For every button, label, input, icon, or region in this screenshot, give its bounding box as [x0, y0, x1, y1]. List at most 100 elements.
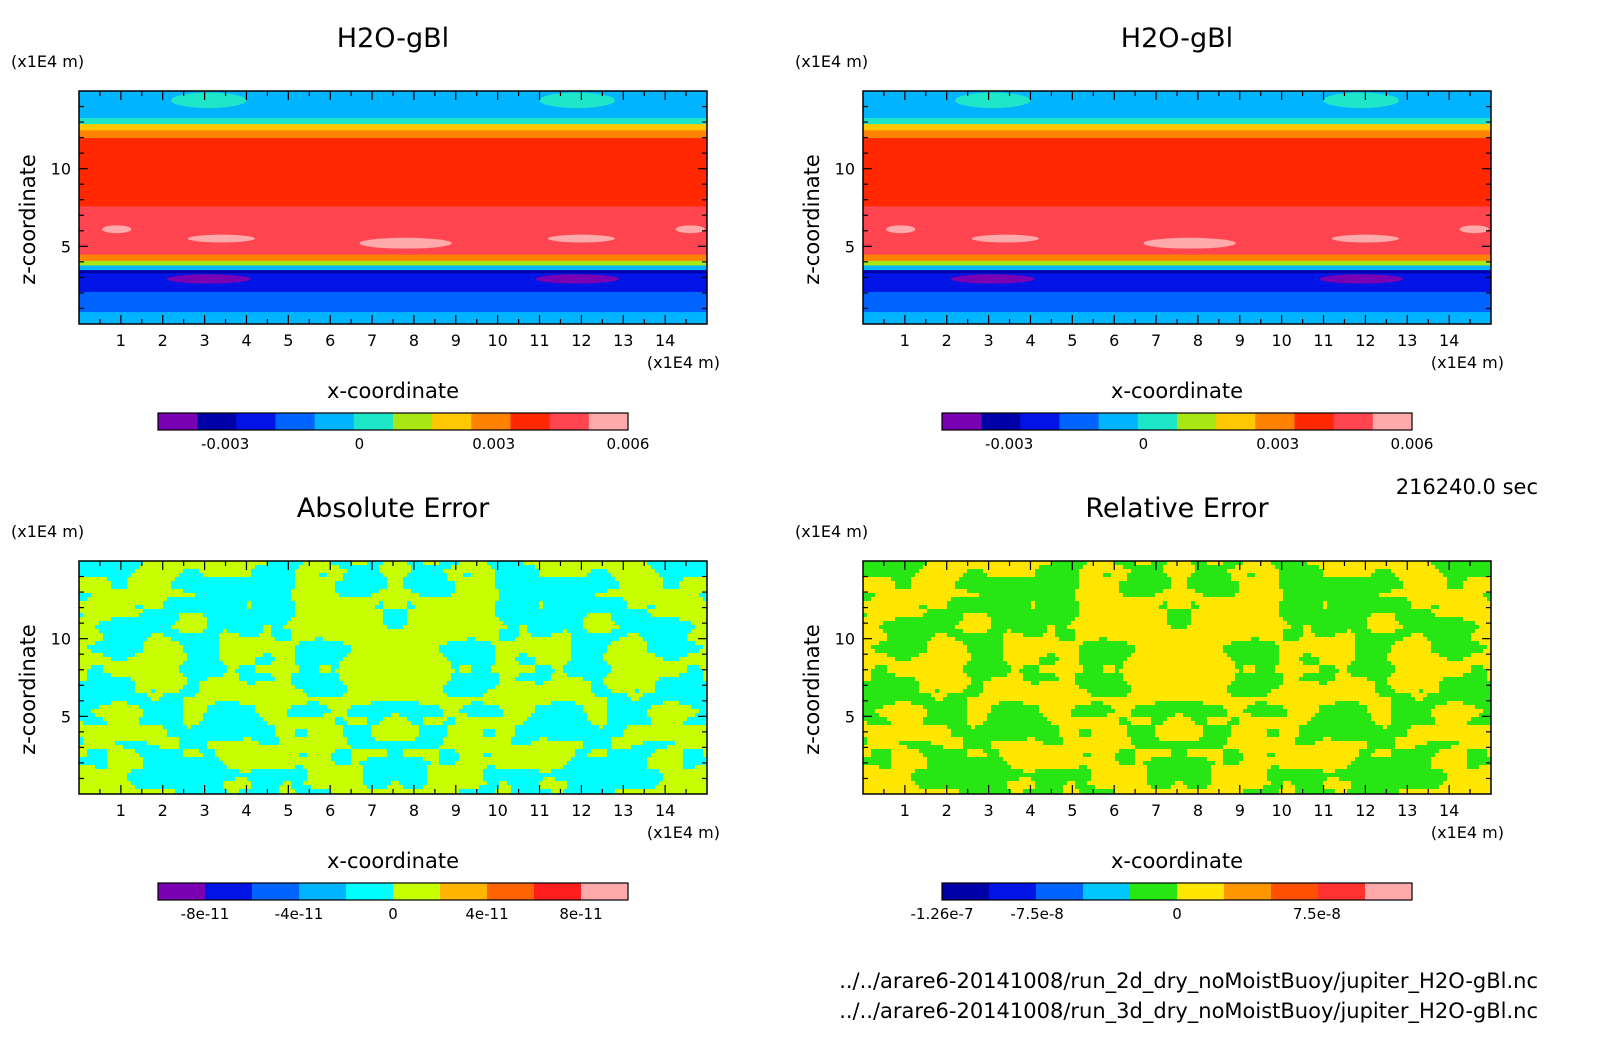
contour-blob	[971, 234, 1039, 243]
colorbar-frame	[941, 882, 1413, 901]
contour-band	[863, 123, 1491, 131]
x-tick-label: 10	[1271, 801, 1291, 820]
colorbar-frame	[941, 412, 1413, 431]
x-tick-label: 8	[1193, 331, 1203, 350]
x-tick-label: 14	[1439, 331, 1459, 350]
x-tick-label: 2	[158, 331, 168, 350]
colorbar-frame	[157, 412, 629, 431]
colorbar-swatch	[393, 883, 441, 900]
colorbar-swatch	[1271, 883, 1319, 900]
contour-band	[863, 137, 1491, 207]
x-axis-label: x-coordinate	[327, 379, 459, 403]
contour-band	[79, 137, 707, 207]
colorbar-swatch	[353, 413, 394, 430]
colorbar-swatch	[1333, 413, 1374, 430]
contour-band	[79, 123, 707, 131]
contour-blob	[166, 274, 251, 284]
x-tick-label: 5	[283, 801, 293, 820]
colorbar-tick-label: 0.003	[472, 435, 515, 453]
contour-blob	[1459, 225, 1489, 234]
x-tick-label: 3	[200, 801, 210, 820]
contour-blob	[535, 274, 620, 284]
x-tick-label: 9	[451, 331, 461, 350]
x-tick-label: 14	[655, 331, 675, 350]
x-tick-label: 5	[1067, 801, 1077, 820]
x-tick-label: 7	[1151, 331, 1161, 350]
colorbar-swatch	[487, 883, 535, 900]
x-tick-label: 1	[900, 801, 910, 820]
contour-blob	[1143, 237, 1236, 249]
x-unit-label: (x1E4 m)	[647, 353, 720, 372]
colorbar-swatch	[534, 883, 582, 900]
y-tick-label: 10	[835, 630, 855, 649]
x-tick-label: 2	[942, 801, 952, 820]
chart-title: H2O-gBl	[337, 23, 449, 54]
contour-band	[863, 129, 1491, 139]
colorbar-swatch	[1255, 413, 1295, 430]
contour-field	[863, 561, 1491, 794]
colorbar-swatch	[275, 413, 316, 430]
x-unit-label: (x1E4 m)	[1431, 823, 1504, 842]
colorbar-swatch	[981, 413, 1021, 430]
x-tick-label: 6	[325, 331, 335, 350]
contour-band	[79, 269, 707, 274]
colorbar-tick-label: -1.26e-7	[911, 905, 974, 923]
y-tick-label: 10	[835, 160, 855, 179]
y-tick-label: 5	[61, 237, 71, 256]
x-axis-label: x-coordinate	[327, 849, 459, 873]
x-tick-label: 10	[1271, 331, 1291, 350]
colorbar-tick-label: -7.5e-8	[1010, 905, 1063, 923]
y-unit-label: (x1E4 m)	[795, 522, 868, 541]
colorbar-tick-label: -8e-11	[181, 905, 230, 923]
colorbar-tick-label: -0.003	[985, 435, 1033, 453]
contour-blob	[102, 225, 132, 234]
contour-band	[863, 269, 1491, 274]
colorbar-swatch	[942, 883, 990, 900]
y-unit-label: (x1E4 m)	[795, 52, 868, 71]
colorbar-swatch	[471, 413, 511, 430]
x-tick-label: 7	[367, 801, 377, 820]
contour-band	[79, 117, 707, 125]
x-tick-label: 12	[571, 331, 591, 350]
colorbar-swatch	[158, 413, 198, 430]
x-tick-label: 5	[283, 331, 293, 350]
x-tick-label: 4	[241, 801, 251, 820]
contour-blob	[1331, 234, 1399, 243]
x-unit-label: (x1E4 m)	[647, 823, 720, 842]
colorbar-swatch	[1036, 883, 1084, 900]
x-tick-label: 9	[1235, 801, 1245, 820]
contour-band	[79, 260, 707, 266]
x-tick-label: 6	[1109, 801, 1119, 820]
colorbar-swatch	[393, 413, 433, 430]
x-tick-label: 12	[1355, 331, 1375, 350]
colorbar-swatch	[197, 413, 237, 430]
colorbar-swatch	[346, 883, 394, 900]
y-axis-label: z-coordinate	[16, 154, 40, 285]
contour-region	[863, 561, 1491, 794]
colorbar-swatch	[1177, 413, 1217, 430]
x-tick-label: 13	[1397, 801, 1417, 820]
colorbar-swatch	[510, 413, 551, 430]
colorbar-swatch	[581, 883, 629, 900]
contour-band	[79, 254, 707, 261]
colorbar-swatch	[1130, 883, 1178, 900]
colorbar-swatch	[299, 883, 347, 900]
contour-field	[79, 91, 707, 324]
x-tick-label: 11	[529, 331, 549, 350]
x-tick-label: 12	[571, 801, 591, 820]
x-tick-label: 13	[613, 801, 633, 820]
colorbar-swatch	[236, 413, 276, 430]
colorbar-swatch	[1059, 413, 1100, 430]
colorbar-swatch	[1372, 413, 1413, 430]
x-axis-label: x-coordinate	[1111, 849, 1243, 873]
contour-blob	[539, 92, 615, 109]
x-tick-label: 14	[655, 801, 675, 820]
colorbar: -1.26e-7 -7.5e-8 0 7.5e-8	[911, 882, 1413, 923]
x-tick-label: 4	[241, 331, 251, 350]
colorbar-swatch	[440, 883, 488, 900]
colorbar: -0.003 0 0.003 0.006	[941, 412, 1433, 453]
colorbar-frame	[157, 882, 629, 901]
